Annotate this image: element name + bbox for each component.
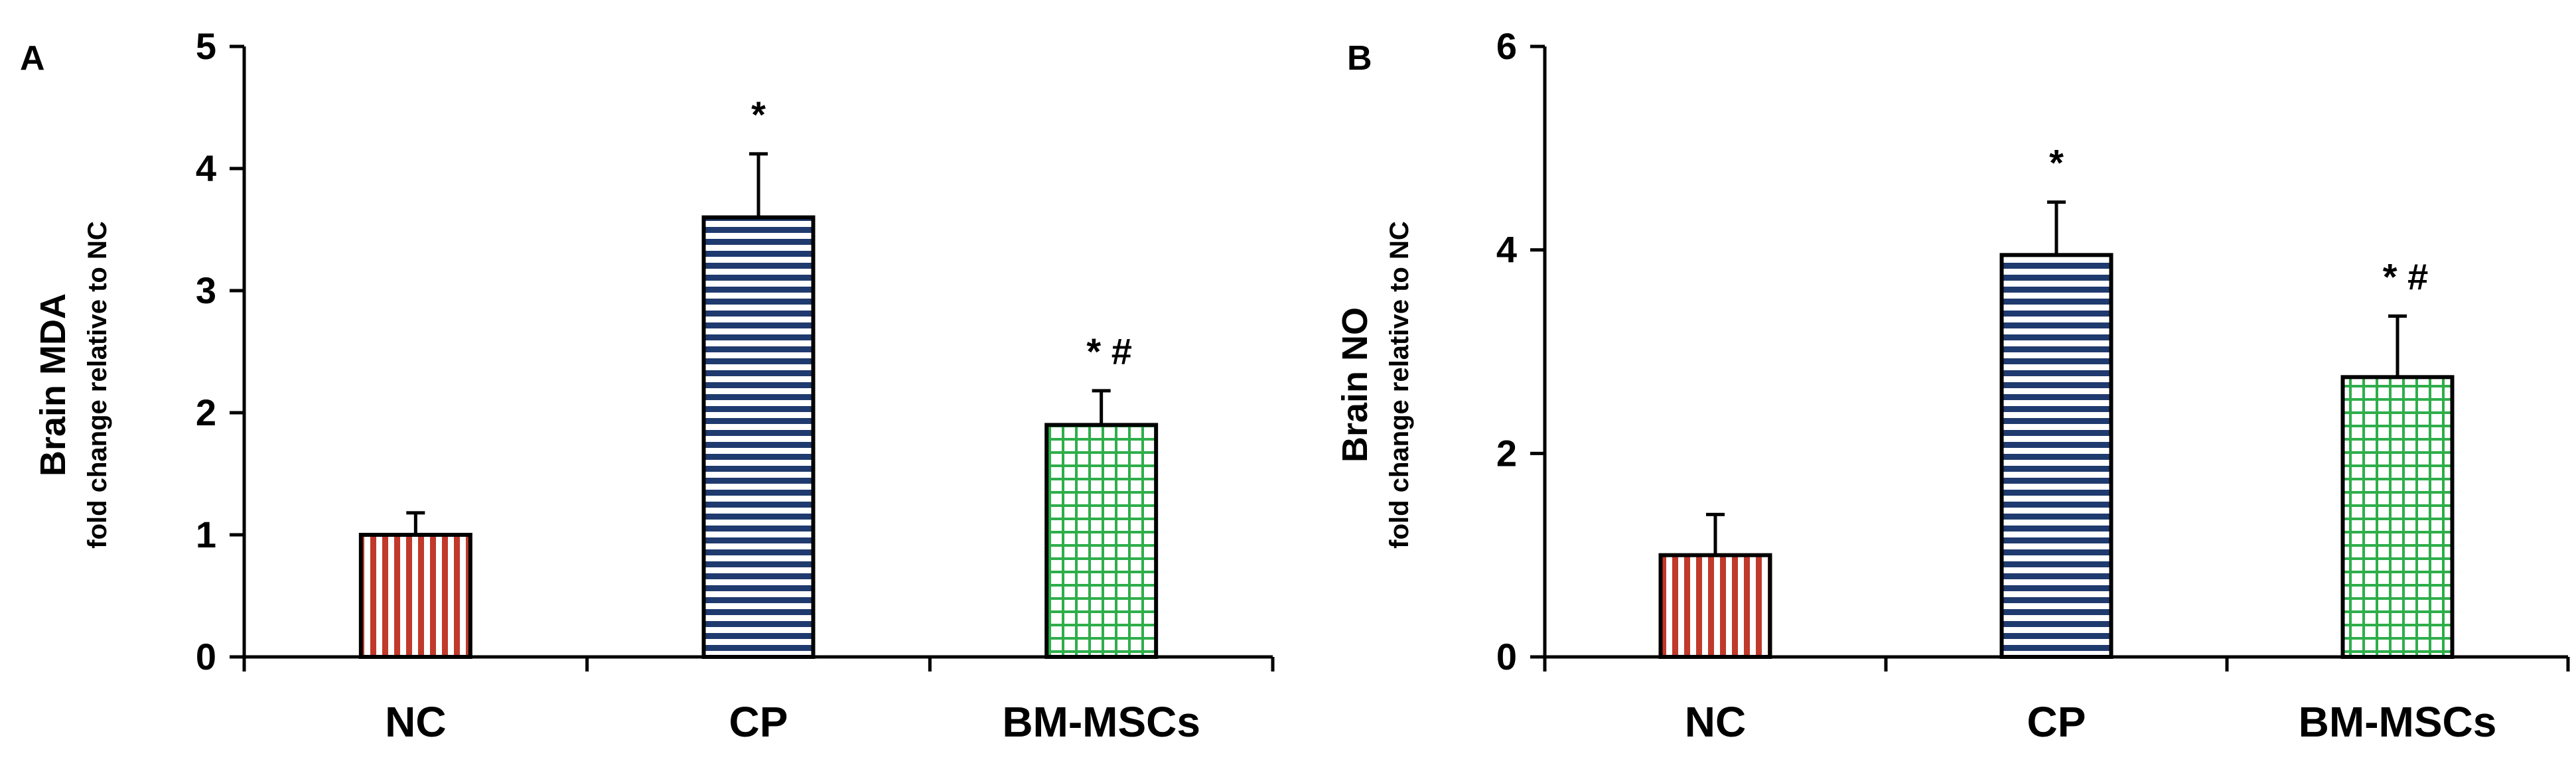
plot-area-b: 0 2 4 6 NC * CP * # BM-MSCs: [1496, 25, 2570, 746]
y-tick-label-a-1: 1: [196, 514, 216, 555]
y-tick-label-a-4: 4: [196, 147, 216, 189]
y-tick-label-a-0: 0: [196, 636, 216, 677]
significance-a-1: *: [751, 94, 766, 135]
y-axis-label-b: Brain NO: [1335, 307, 1375, 462]
y-tick-label-a-3: 3: [196, 269, 216, 311]
x-tick-label-a-0: NC: [385, 698, 446, 746]
significance-b-2: * #: [2383, 255, 2429, 297]
plot-area-a: 0 1 2 3 4 5 NC * CP * # BM-MSCs: [196, 25, 1275, 746]
y-tick-label-b-3: 6: [1496, 25, 1517, 67]
x-tick-label-b-2: BM-MSCs: [2299, 698, 2497, 746]
bar-a-bm-mscs: [1044, 423, 1159, 660]
panel-label-a: A: [20, 39, 45, 78]
y-axis-sublabel-a: fold change relative to NC: [83, 221, 112, 548]
y-tick-label-b-0: 0: [1496, 636, 1517, 677]
bar-b-cp: [1999, 253, 2113, 660]
significance-a-2: * #: [1086, 330, 1132, 372]
x-tick-label-b-1: CP: [2027, 698, 2086, 746]
bar-a-cp: [701, 215, 816, 660]
bar-b-nc: [1658, 553, 1772, 660]
y-tick-label-a-5: 5: [196, 25, 216, 67]
x-tick-label-a-1: CP: [729, 698, 788, 746]
bar-a-nc: [358, 533, 472, 659]
panel-a: A Brain MDA fold change relative to NC 0…: [20, 25, 1275, 746]
x-tick-label-a-2: BM-MSCs: [1002, 698, 1200, 746]
y-tick-label-b-2: 4: [1496, 229, 1517, 271]
y-axis-sublabel-b: fold change relative to NC: [1385, 221, 1414, 548]
y-tick-label-a-2: 2: [196, 391, 216, 433]
y-tick-label-b-1: 2: [1496, 432, 1517, 474]
y-axis-label-a: Brain MDA: [33, 293, 73, 476]
bar-b-bm-mscs: [2340, 375, 2455, 659]
x-tick-label-b-0: NC: [1685, 698, 1746, 746]
significance-b-1: *: [2049, 142, 2064, 184]
panel-b: B Brain NO fold change relative to NC 0 2…: [1335, 25, 2570, 746]
panel-label-b: B: [1347, 39, 1372, 78]
